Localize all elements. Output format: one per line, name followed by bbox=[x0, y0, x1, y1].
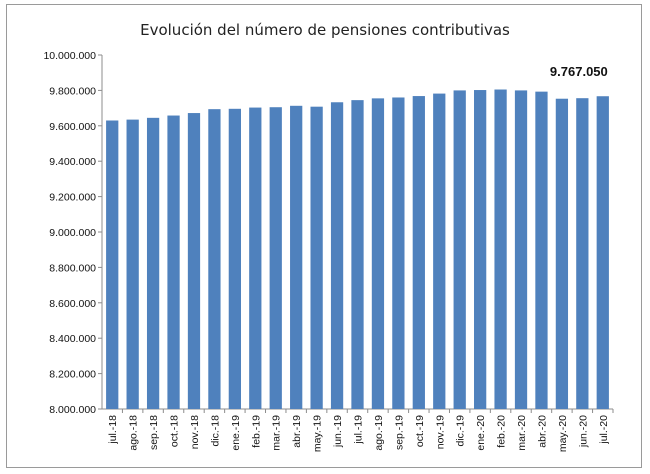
bar-chart: Evolución del número de pensiones contri… bbox=[43, 21, 614, 452]
y-tick-label: 9.800.000 bbox=[49, 85, 96, 97]
y-tick-label: 8.000.000 bbox=[49, 404, 96, 416]
y-tick-label: 8.400.000 bbox=[49, 333, 96, 345]
bar bbox=[392, 97, 405, 409]
y-tick-label: 8.600.000 bbox=[49, 298, 96, 310]
x-tick-label: ene.-20 bbox=[475, 415, 487, 451]
x-tick-label: abr.-19 bbox=[291, 415, 303, 448]
y-tick-label: 9.200.000 bbox=[49, 192, 96, 204]
bar bbox=[310, 106, 323, 410]
x-tick-label: mar.-19 bbox=[271, 415, 283, 451]
bar bbox=[535, 91, 548, 409]
bar bbox=[269, 107, 282, 409]
y-tick-label: 9.400.000 bbox=[49, 156, 96, 168]
bar bbox=[596, 96, 609, 409]
x-tick-label: sep.-18 bbox=[148, 415, 160, 450]
bar bbox=[290, 105, 303, 409]
bar bbox=[453, 90, 466, 410]
y-tick-label: 10.000.000 bbox=[43, 50, 96, 62]
x-tick-label: jul.-19 bbox=[353, 415, 365, 445]
bar bbox=[208, 109, 221, 410]
bar bbox=[106, 120, 119, 410]
bar bbox=[187, 113, 201, 409]
chart-frame: Evolución del número de pensiones contri… bbox=[6, 4, 642, 468]
bar bbox=[494, 89, 507, 409]
bar bbox=[576, 98, 589, 410]
x-tick-label: may.-19 bbox=[312, 415, 324, 452]
bar bbox=[126, 119, 139, 409]
x-tick-label: feb.-19 bbox=[250, 415, 262, 448]
bar bbox=[555, 98, 569, 410]
x-tick-label: nov.-18 bbox=[189, 415, 201, 449]
y-tick-label: 8.800.000 bbox=[49, 262, 96, 274]
x-tick-label: dic.-18 bbox=[209, 415, 221, 447]
bar bbox=[351, 100, 364, 409]
x-tick-label: ago.-18 bbox=[128, 415, 140, 451]
bar bbox=[371, 98, 385, 410]
x-tick-label: dic.-19 bbox=[455, 415, 467, 447]
bar bbox=[146, 117, 160, 410]
x-tick-label: ago.-19 bbox=[373, 415, 385, 451]
x-tick-label: jun.-19 bbox=[332, 415, 344, 448]
chart-title: Evolución del número de pensiones contri… bbox=[140, 21, 510, 39]
y-tick-label: 9.000.000 bbox=[49, 227, 96, 239]
bar bbox=[433, 93, 446, 409]
plot-area: 8.000.000 8.200.000 8.400.000 8.600.000 8.80… bbox=[43, 50, 614, 452]
x-tick-label: abr.-20 bbox=[536, 415, 548, 448]
x-tick-label: ene.-19 bbox=[230, 415, 242, 451]
x-tick-label: may.-20 bbox=[557, 415, 569, 452]
x-tick-label: nov.-19 bbox=[434, 415, 446, 449]
bar bbox=[228, 108, 241, 410]
x-tick-label: jul.-20 bbox=[598, 415, 610, 445]
bar bbox=[167, 115, 180, 409]
x-tick-label: jul.-18 bbox=[107, 415, 119, 445]
bar bbox=[249, 107, 262, 409]
bar bbox=[514, 90, 528, 410]
x-tick-label: feb.-20 bbox=[496, 415, 508, 448]
x-tick-label: sep.-19 bbox=[393, 415, 405, 450]
y-tick-label: 9.600.000 bbox=[49, 121, 96, 133]
bar bbox=[412, 96, 425, 410]
x-tick-label: jun.-20 bbox=[577, 415, 589, 448]
x-tick-label: oct.-18 bbox=[169, 415, 181, 447]
x-tick-label: oct.-19 bbox=[414, 415, 426, 447]
x-tick-label: mar.-20 bbox=[516, 415, 528, 451]
bar bbox=[330, 102, 344, 409]
last-value-label: 9.767.050 bbox=[550, 64, 608, 79]
bar bbox=[474, 90, 487, 410]
y-tick-label: 8.200.000 bbox=[49, 369, 96, 381]
